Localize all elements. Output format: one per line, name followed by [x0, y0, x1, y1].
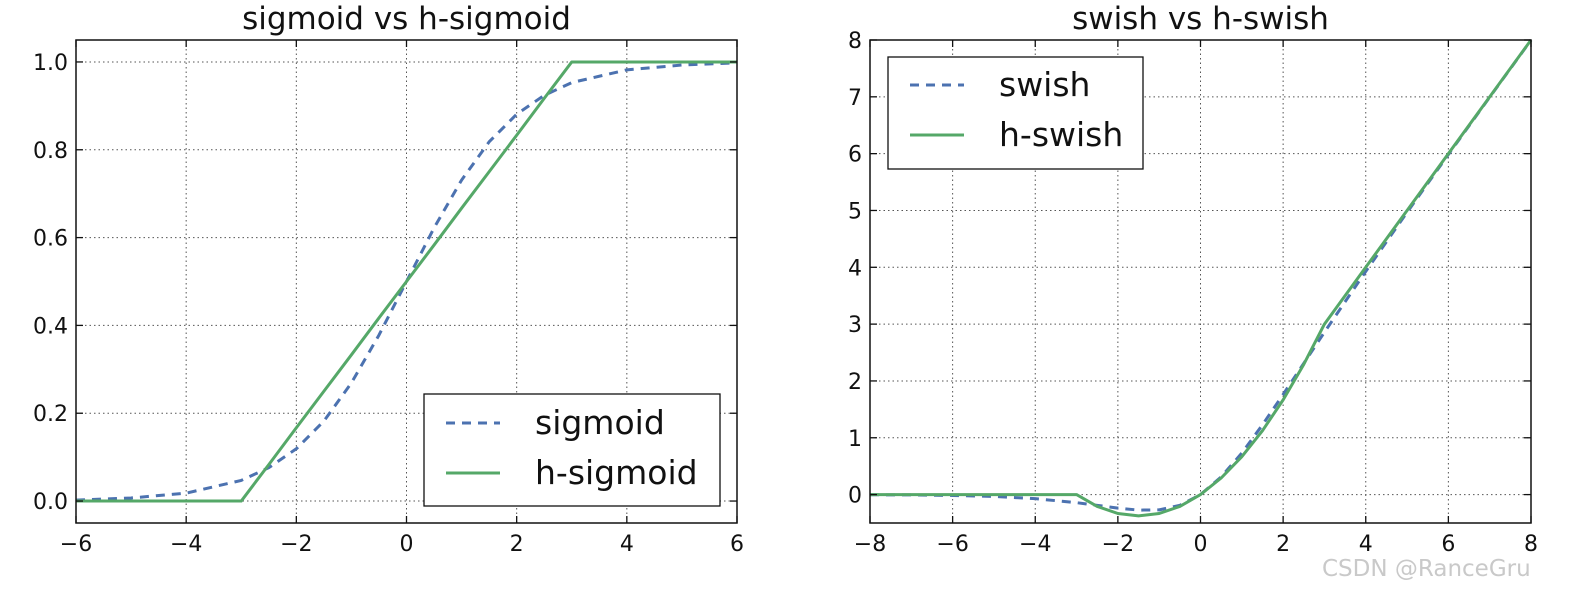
x-tick-label: 0: [400, 532, 414, 557]
x-tick-label: −4: [1019, 532, 1051, 557]
legend-box: [887, 56, 1144, 170]
series-line-h-swish: [870, 39, 1533, 518]
y-tick-label: 5: [848, 199, 862, 224]
y-tick-label: 6: [848, 143, 862, 168]
x-tick-label: 4: [620, 532, 634, 557]
x-tick-label: 6: [1441, 532, 1455, 557]
x-tick-label: 8: [1524, 532, 1538, 557]
y-tick-label: 4: [848, 256, 862, 281]
y-tick-label: 1.0: [33, 51, 68, 76]
legend: swish h-swish: [887, 56, 1144, 170]
x-tick-label: 0: [1194, 532, 1208, 557]
x-tick-label: 4: [1359, 532, 1373, 557]
x-tick-label: −6: [60, 532, 92, 557]
y-tick-label: 7: [848, 86, 862, 111]
y-tick-label: 0.6: [33, 227, 68, 252]
x-tick-label: 2: [510, 532, 524, 557]
chart-title: swish vs h-swish: [1072, 1, 1329, 37]
y-tick-label: 0.2: [33, 402, 68, 427]
legend: sigmoid h-sigmoid: [423, 393, 721, 507]
watermark: CSDN @RanceGru: [1322, 556, 1531, 582]
legend-box: [423, 393, 721, 507]
x-tick-label: −6: [936, 532, 968, 557]
legend-label-h-swish: h-swish: [999, 115, 1123, 154]
y-tick-label: 0: [848, 484, 862, 509]
chart-title: sigmoid vs h-sigmoid: [242, 1, 571, 37]
legend-label-sigmoid: sigmoid: [535, 403, 665, 442]
y-tick-label: 2: [848, 370, 862, 395]
x-tick-label: −4: [170, 532, 202, 557]
y-tick-label: 0.8: [33, 139, 68, 164]
x-tick-label: 6: [730, 532, 744, 557]
series-line-h-sigmoid: [76, 60, 737, 503]
series-line-swish: [869, 39, 1533, 512]
legend-label-h-sigmoid: h-sigmoid: [535, 453, 698, 492]
x-tick-label: −2: [1102, 532, 1134, 557]
y-tick-label: 0.4: [33, 314, 68, 339]
x-tick-label: 2: [1276, 532, 1290, 557]
x-tick-label: −8: [854, 532, 886, 557]
y-tick-label: 8: [848, 29, 862, 54]
legend-label-swish: swish: [999, 65, 1090, 104]
chart-swish: swish vs h-swish −8 −6 −4 −2 0 2 4 6 8012345678 …: [848, 1, 1538, 557]
y-tick-label: 0.0: [33, 490, 68, 515]
chart-sigmoid: sigmoid vs h-sigmoid −6 −4 −2 0 2 4 6 0.0 0.2 0.4…: [33, 1, 744, 557]
x-tick-label: −2: [280, 532, 312, 557]
y-tick-label: 3: [848, 313, 862, 338]
y-tick-label: 1: [848, 427, 862, 452]
